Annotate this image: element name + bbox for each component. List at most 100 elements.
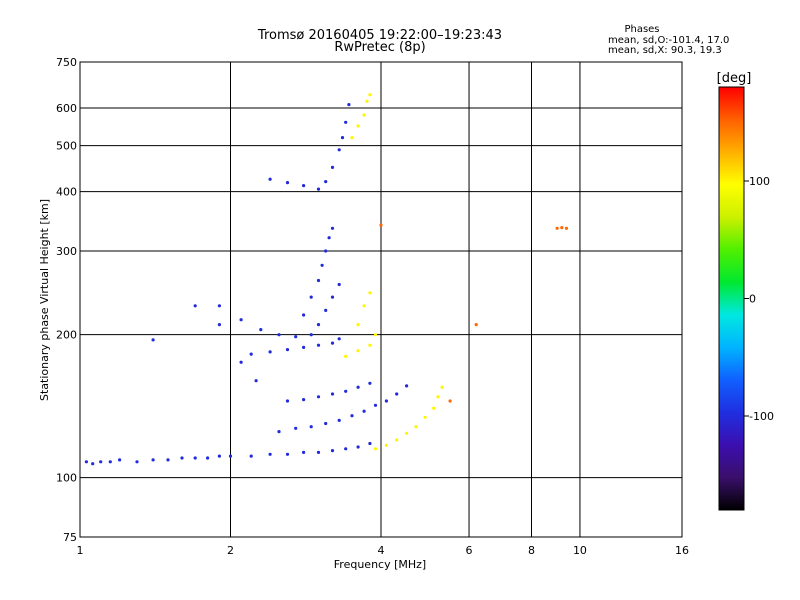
data-point: [324, 180, 328, 184]
data-point: [350, 136, 354, 140]
data-point: [302, 398, 306, 402]
data-point: [432, 406, 436, 410]
y-tick-label: 400: [56, 186, 77, 199]
data-point: [285, 452, 290, 456]
data-point: [337, 148, 341, 152]
x-tick-label: 8: [528, 544, 535, 557]
data-point: [344, 354, 348, 358]
data-point: [356, 124, 360, 128]
data-point: [337, 337, 341, 341]
data-point: [395, 392, 399, 396]
data-point: [350, 414, 354, 418]
data-point: [277, 333, 281, 337]
data-point: [368, 441, 372, 446]
data-point: [384, 443, 388, 447]
phase-line-o: mean, sd,O:-101.4, 17.0: [608, 35, 729, 46]
data-point: [423, 415, 427, 419]
data-point: [330, 165, 335, 169]
y-tick-label: 300: [56, 245, 77, 258]
data-point: [277, 430, 281, 434]
data-point: [330, 341, 335, 345]
data-point: [249, 352, 253, 356]
data-point: [474, 323, 478, 327]
data-point: [302, 313, 306, 317]
data-point: [368, 343, 372, 347]
x-tick-labels: 1 2 4 6 8 10 16: [77, 544, 690, 557]
phase-line-x: mean, sd,X: 90.3, 19.3: [608, 45, 722, 56]
data-point: [368, 381, 372, 385]
data-point: [91, 462, 95, 466]
data-point: [206, 456, 210, 460]
data-point: [268, 350, 272, 354]
x-tick-label: 2: [227, 544, 234, 557]
data-point: [228, 454, 233, 458]
data-point: [217, 454, 221, 458]
data-point: [193, 304, 197, 308]
data-point: [373, 447, 378, 451]
y-tick-label: 200: [56, 329, 77, 342]
x-tick-label: 4: [378, 544, 385, 557]
data-point: [365, 99, 369, 103]
chart-title: Tromsø 20160405 19:22:00–19:23:43: [257, 28, 502, 43]
data-point: [340, 136, 345, 140]
data-point: [108, 460, 112, 464]
data-point: [384, 399, 388, 403]
data-point: [217, 323, 221, 327]
data-point: [254, 379, 258, 383]
data-point: [330, 226, 335, 230]
data-point: [324, 308, 328, 312]
data-point: [440, 385, 444, 389]
data-point: [362, 304, 366, 308]
data-point: [555, 226, 559, 230]
data-point: [324, 249, 328, 253]
data-point: [259, 328, 263, 332]
data-point: [320, 263, 324, 267]
colorbar-tick-label: -100: [749, 410, 774, 423]
data-point: [180, 456, 184, 460]
data-point: [294, 335, 298, 339]
data-point: [193, 456, 197, 460]
data-point: [316, 323, 321, 327]
data-point: [294, 426, 298, 430]
data-point: [316, 395, 321, 399]
data-point: [324, 421, 328, 426]
data-point: [135, 460, 139, 464]
x-tick-label: 6: [466, 544, 473, 557]
plot-frame: [79, 61, 683, 538]
colorbar-label: [deg]: [717, 71, 752, 86]
y-axis-label: Stationary phase Virtual Height [km]: [38, 199, 51, 401]
y-tick-label: 100: [56, 472, 77, 485]
data-point: [362, 113, 366, 117]
data-point: [379, 223, 383, 227]
data-point: [316, 278, 321, 283]
data-point: [84, 460, 88, 464]
y-tick-label: 500: [56, 140, 77, 153]
y-tick-labels: 75 100 200 300 400 500 600 750: [56, 56, 77, 544]
data-point: [239, 360, 243, 364]
x-tick-label: 10: [573, 544, 587, 557]
data-point: [344, 447, 348, 451]
data-point: [316, 187, 321, 191]
x-axis-label: Frequency [MHz]: [334, 558, 426, 571]
y-tick-label: 75: [63, 531, 77, 544]
data-point: [448, 399, 452, 403]
data-point: [373, 403, 378, 407]
data-point: [356, 323, 360, 327]
data-point: [344, 120, 348, 124]
data-point: [405, 384, 409, 388]
scatter-points: [84, 93, 569, 466]
data-point: [337, 418, 341, 422]
x-tick-label: 1: [77, 544, 84, 557]
data-point: [356, 385, 360, 389]
data-point: [373, 333, 378, 337]
x-tick-label: 16: [675, 544, 689, 557]
data-point: [356, 445, 360, 449]
data-point: [395, 438, 399, 442]
colorbar-tick-label: 0: [749, 293, 756, 306]
data-point: [436, 395, 440, 399]
data-point: [285, 348, 290, 352]
data-point: [414, 425, 418, 429]
data-point: [268, 452, 272, 456]
data-point: [302, 184, 306, 188]
data-point: [249, 454, 253, 458]
